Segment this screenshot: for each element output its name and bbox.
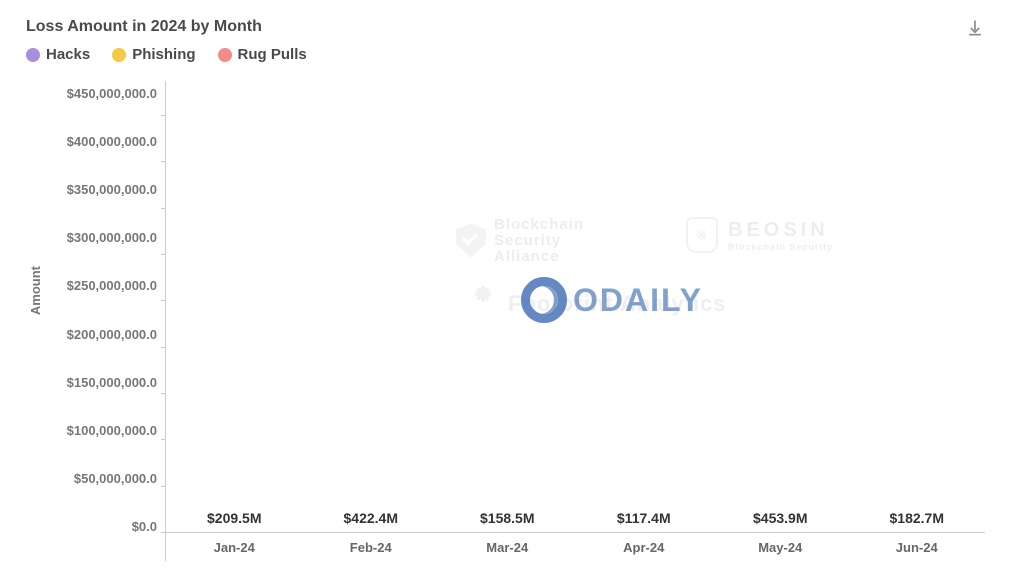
legend-label: Hacks — [46, 46, 90, 63]
chart-container: Loss Amount in 2024 by Month Hacks Phishi… — [0, 0, 1011, 588]
legend-item[interactable]: Hacks — [26, 46, 90, 63]
bar-total-label: $422.4M — [344, 510, 398, 526]
bar-total-label: $182.7M — [890, 510, 944, 526]
bar-total-label: $209.5M — [207, 510, 261, 526]
bar-slot: $117.4M — [576, 87, 713, 532]
legend: Hacks Phishing Rug Pulls — [26, 46, 985, 63]
legend-item[interactable]: Rug Pulls — [218, 46, 307, 63]
x-tick-label: Feb-24 — [303, 540, 440, 555]
y-axis: $450,000,000.0 $400,000,000.0 $350,000,000… — [45, 81, 165, 561]
y-tick-label: $450,000,000.0 — [67, 87, 157, 100]
bar-slot: $422.4M — [303, 87, 440, 532]
bar-total-label: $158.5M — [480, 510, 534, 526]
plot-inner: $209.5M $422.4M $158.5M $117.4M $453.9M $182.… — [166, 87, 985, 533]
x-axis: Jan-24Feb-24Mar-24Apr-24May-24Jun-24 — [166, 533, 985, 561]
x-tick-label: Apr-24 — [576, 540, 713, 555]
bar-slot: $209.5M — [166, 87, 303, 532]
x-tick-label: Jun-24 — [849, 540, 986, 555]
legend-label: Rug Pulls — [238, 46, 307, 63]
y-tick-label: $400,000,000.0 — [67, 135, 157, 148]
y-tick-label: $100,000,000.0 — [67, 424, 157, 437]
y-tick-label: $350,000,000.0 — [67, 183, 157, 196]
y-axis-label: Amount — [26, 266, 45, 315]
bar-slot: $182.7M — [849, 87, 986, 532]
legend-label: Phishing — [132, 46, 195, 63]
y-tick-label: $50,000,000.0 — [74, 472, 157, 485]
y-tick-label: $200,000,000.0 — [67, 328, 157, 341]
header-row: Loss Amount in 2024 by Month — [26, 18, 985, 46]
legend-swatch — [218, 48, 232, 62]
plot-area: $209.5M $422.4M $158.5M $117.4M $453.9M $182.… — [165, 81, 985, 561]
legend-swatch — [112, 48, 126, 62]
bar-total-label: $453.9M — [753, 510, 807, 526]
x-tick-label: Jan-24 — [166, 540, 303, 555]
y-tick-label: $0.0 — [132, 520, 157, 533]
bar-total-label: $117.4M — [617, 510, 671, 526]
x-tick-label: May-24 — [712, 540, 849, 555]
bar-slot: $453.9M — [712, 87, 849, 532]
y-tick-label: $250,000,000.0 — [67, 279, 157, 292]
x-tick-label: Mar-24 — [439, 540, 576, 555]
chart-area: Amount $450,000,000.0 $400,000,000.0 $350,… — [26, 81, 985, 561]
chart-title: Loss Amount in 2024 by Month — [26, 18, 262, 36]
legend-swatch — [26, 48, 40, 62]
bars-group: $209.5M $422.4M $158.5M $117.4M $453.9M $182.… — [166, 87, 985, 532]
y-tick-label: $150,000,000.0 — [67, 376, 157, 389]
bar-slot: $158.5M — [439, 87, 576, 532]
y-tick-label: $300,000,000.0 — [67, 231, 157, 244]
legend-item[interactable]: Phishing — [112, 46, 195, 63]
download-icon[interactable] — [965, 18, 985, 43]
